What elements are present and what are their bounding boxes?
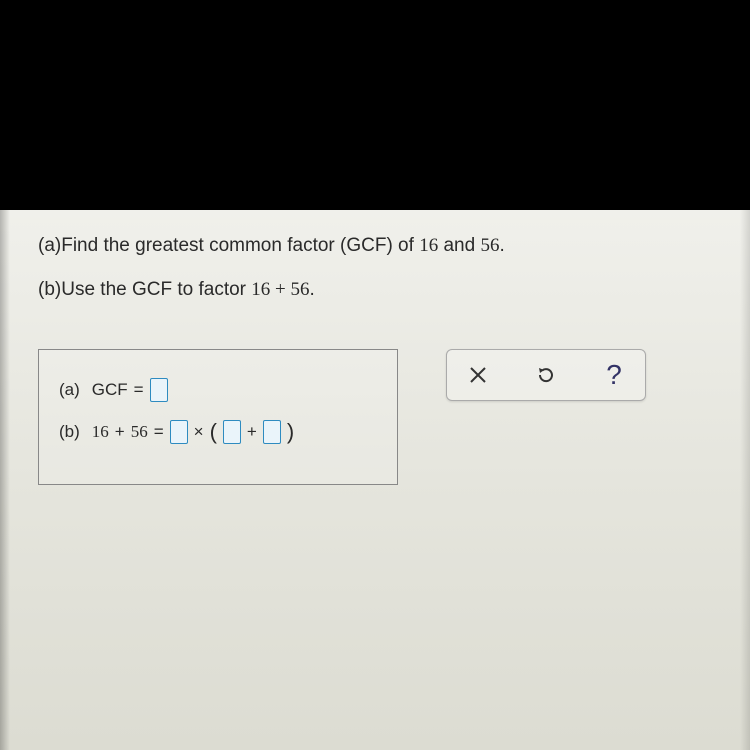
equals-sign: = xyxy=(134,380,144,400)
help-icon: ? xyxy=(606,359,622,391)
question-a-num2: 56 xyxy=(480,235,499,256)
question-panel: (a)Find the greatest common factor (GCF)… xyxy=(0,210,750,750)
answer-a-text: GCF xyxy=(92,380,128,400)
question-b-plus: + xyxy=(270,279,290,300)
letterbox-top xyxy=(0,0,750,210)
question-a-num1: 16 xyxy=(419,235,438,256)
answer-line-a: (a) GCF = xyxy=(59,378,377,402)
times-sign: × xyxy=(194,422,204,442)
answer-b-lhs1: 16 xyxy=(92,422,109,442)
question-a-suffix: . xyxy=(499,235,504,256)
answer-a-label: (a) xyxy=(59,380,80,400)
answer-b-plus: + xyxy=(115,422,125,442)
answer-line-b: (b) 16 + 56 = × ( + ) xyxy=(59,420,377,444)
question-b: (b)Use the GCF to factor 16 + 56. xyxy=(38,279,712,301)
factor-inner2-input[interactable] xyxy=(263,420,281,444)
edge-shadow-left xyxy=(0,210,10,750)
factor-outer-input[interactable] xyxy=(170,420,188,444)
equals-sign-b: = xyxy=(154,422,164,442)
reset-button[interactable] xyxy=(533,362,559,388)
edge-shadow-right xyxy=(740,210,750,750)
close-button[interactable] xyxy=(465,362,491,388)
open-paren: ( xyxy=(210,421,217,443)
answer-b-lhs2: 56 xyxy=(131,422,148,442)
help-button[interactable]: ? xyxy=(601,362,627,388)
close-icon xyxy=(469,366,487,384)
question-a-mid: and xyxy=(438,235,480,256)
answer-box: (a) GCF = (b) 16 + 56 = × ( + ) xyxy=(38,349,398,485)
question-b-prefix: (b)Use the GCF to factor xyxy=(38,279,251,300)
factor-inner1-input[interactable] xyxy=(223,420,241,444)
reset-icon xyxy=(536,365,556,385)
inner-plus: + xyxy=(247,422,257,442)
gcf-input[interactable] xyxy=(150,378,168,402)
answer-row: (a) GCF = (b) 16 + 56 = × ( + ) xyxy=(38,349,712,485)
action-toolbar: ? xyxy=(446,349,646,401)
question-b-suffix: . xyxy=(310,279,315,300)
close-paren: ) xyxy=(287,421,294,443)
question-b-expr1: 16 xyxy=(251,279,270,300)
question-b-expr2: 56 xyxy=(291,279,310,300)
question-a: (a)Find the greatest common factor (GCF)… xyxy=(38,235,712,257)
answer-b-label: (b) xyxy=(59,422,80,442)
question-a-prefix: (a)Find the greatest common factor (GCF)… xyxy=(38,235,419,256)
